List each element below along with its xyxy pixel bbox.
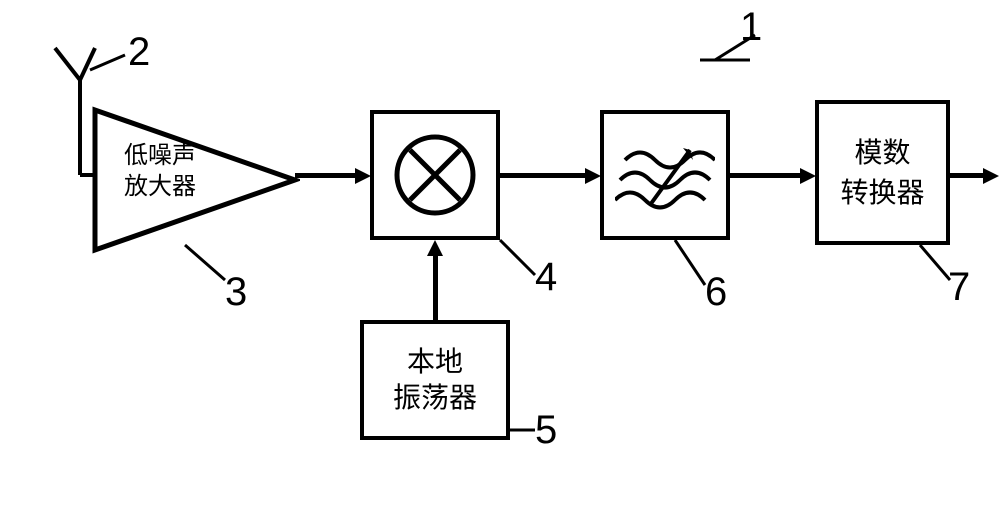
arrow-head-osc-mixer bbox=[427, 240, 443, 256]
arrow-osc-mixer bbox=[433, 256, 438, 320]
arrow-head-lna-mixer bbox=[355, 168, 371, 184]
oscillator-text: 本地 振荡器 bbox=[393, 344, 477, 417]
arrow-filter-adc bbox=[730, 173, 800, 178]
label-adc: 7 bbox=[948, 265, 970, 310]
oscillator-block: 本地 振荡器 bbox=[360, 320, 510, 440]
mixer-block bbox=[370, 110, 500, 240]
filter-block bbox=[600, 110, 730, 240]
arrow-adc-out bbox=[950, 173, 985, 178]
filter-symbol bbox=[615, 130, 715, 220]
adc-block: 模数 转换器 bbox=[815, 100, 950, 245]
rf-receiver-diagram: 低噪声 放大器 本地 振荡器 模数 转换器 bbox=[0, 0, 1000, 506]
adc-text: 模数 转换器 bbox=[840, 133, 924, 211]
lna-text: 低噪声 放大器 bbox=[110, 140, 210, 202]
arrow-head-filter-adc bbox=[800, 168, 816, 184]
label-oscillator: 5 bbox=[535, 408, 557, 453]
arrow-head-adc-out bbox=[983, 168, 999, 184]
arrow-mixer-filter bbox=[500, 173, 585, 178]
arrow-lna-mixer bbox=[295, 173, 355, 178]
label-system: 1 bbox=[740, 5, 762, 50]
label-filter: 6 bbox=[705, 270, 727, 315]
label-mixer: 4 bbox=[535, 255, 557, 300]
mixer-symbol bbox=[390, 130, 480, 220]
label-lna: 3 bbox=[225, 270, 247, 315]
arrow-head-mixer-filter bbox=[585, 168, 601, 184]
label-antenna: 2 bbox=[128, 30, 150, 75]
